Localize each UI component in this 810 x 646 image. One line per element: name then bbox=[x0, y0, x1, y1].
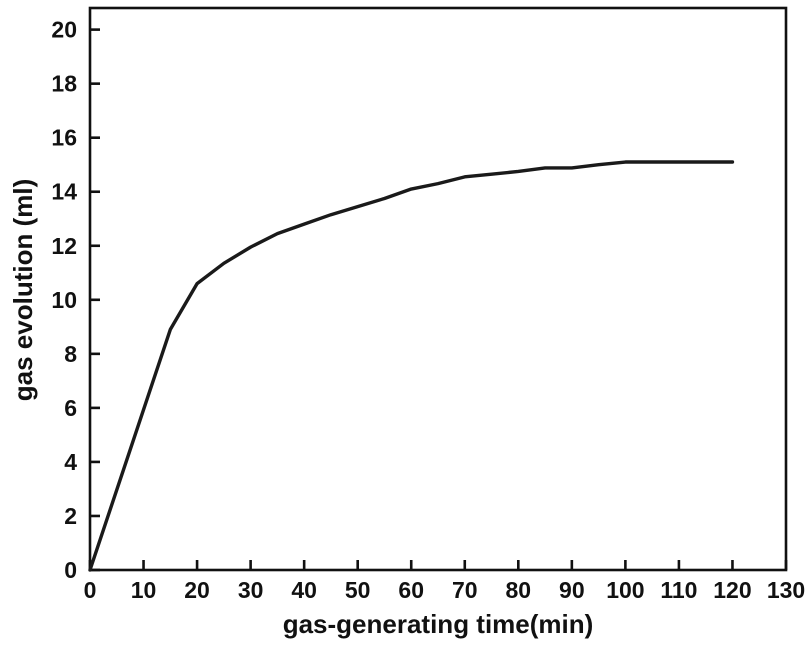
series-line bbox=[88, 160, 735, 572]
axis-frame bbox=[88, 6, 788, 572]
plot-frame bbox=[88, 6, 788, 572]
x-axis-label: gas-generating time(min) bbox=[283, 609, 594, 639]
x-tick-label: 60 bbox=[398, 577, 424, 603]
y-axis-label: gas evolution (ml) bbox=[8, 179, 38, 401]
y-tick-label: 18 bbox=[51, 71, 77, 97]
y-tick-label: 6 bbox=[64, 395, 77, 421]
x-tick-label: 130 bbox=[767, 577, 805, 603]
x-tick-label: 80 bbox=[506, 577, 532, 603]
y-tick-label: 4 bbox=[64, 449, 77, 475]
x-tick-label: 40 bbox=[291, 577, 317, 603]
series-lines bbox=[88, 160, 735, 572]
y-tick-label: 10 bbox=[51, 287, 77, 313]
x-tick-label: 0 bbox=[84, 577, 97, 603]
x-tick-label: 110 bbox=[660, 577, 697, 603]
x-tick-label: 20 bbox=[184, 577, 210, 603]
x-tick-label: 30 bbox=[238, 577, 264, 603]
x-tick-label: 100 bbox=[606, 577, 644, 603]
y-tick-label: 12 bbox=[51, 233, 77, 259]
y-tick-label: 0 bbox=[64, 557, 77, 583]
x-tick-label: 50 bbox=[345, 577, 371, 603]
x-tick-label: 90 bbox=[559, 577, 585, 603]
axis-ticks: 0 10 20 30 40 50 60 70 80 90 100 110 120 130 0 2 4 6 8 10 12… bbox=[51, 17, 805, 603]
x-tick-label: 10 bbox=[131, 577, 157, 603]
x-tick-label: 70 bbox=[452, 577, 478, 603]
y-tick-label: 16 bbox=[51, 125, 77, 151]
y-tick-label: 14 bbox=[51, 179, 77, 205]
y-tick-label: 8 bbox=[64, 341, 77, 367]
y-tick-label: 2 bbox=[64, 503, 77, 529]
x-tick-label: 120 bbox=[713, 577, 751, 603]
y-tick-label: 20 bbox=[51, 17, 77, 43]
